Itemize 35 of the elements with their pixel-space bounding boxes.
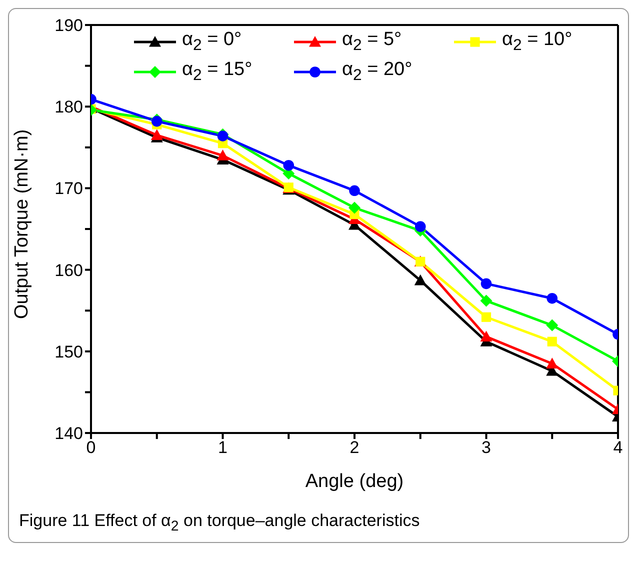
x-axis-title: Angle (deg): [305, 471, 404, 492]
x-tick-label: 2: [350, 438, 360, 458]
x-tick-label: 4: [613, 438, 623, 458]
point: [546, 319, 558, 332]
point: [216, 150, 229, 160]
y-tick-label: 190: [54, 16, 83, 36]
x-tick-label: 1: [218, 438, 228, 458]
caption: Figure 11 Effect of α$_{2}$ on torque–angle characteristics: [18, 510, 421, 536]
x-tick-label: 0: [86, 438, 96, 458]
y-tick-label: 180: [54, 98, 83, 117]
y-tick-label: 160: [54, 260, 83, 280]
legend-label: α$_{2}$ = 20°: [342, 58, 412, 85]
legend-label: α$_{2}$ = 15°: [182, 58, 252, 85]
y-tick-label: 170: [54, 179, 83, 198]
point: [547, 336, 557, 346]
point: [414, 274, 426, 286]
point: [150, 129, 163, 140]
point: [480, 294, 492, 307]
point: [480, 278, 492, 290]
y-axis-title: Output Torque (mN·m): [12, 129, 33, 319]
y-tick-label: 140: [54, 424, 83, 444]
legend-label: α$_{2}$ = 5°: [342, 29, 402, 55]
legend-label: α$_{2}$ = 10°: [502, 29, 572, 55]
point: [283, 160, 294, 171]
point: [414, 221, 426, 232]
x-tick-label: 3: [482, 438, 491, 458]
point: [348, 202, 360, 214]
point: [546, 358, 558, 368]
point: [217, 130, 228, 142]
y-tick-label: 150: [54, 342, 83, 362]
point: [546, 292, 558, 304]
point: [481, 312, 492, 322]
point: [480, 330, 492, 342]
point: [349, 185, 360, 196]
legend-label: α$_{2}$ = 0°: [182, 29, 242, 55]
